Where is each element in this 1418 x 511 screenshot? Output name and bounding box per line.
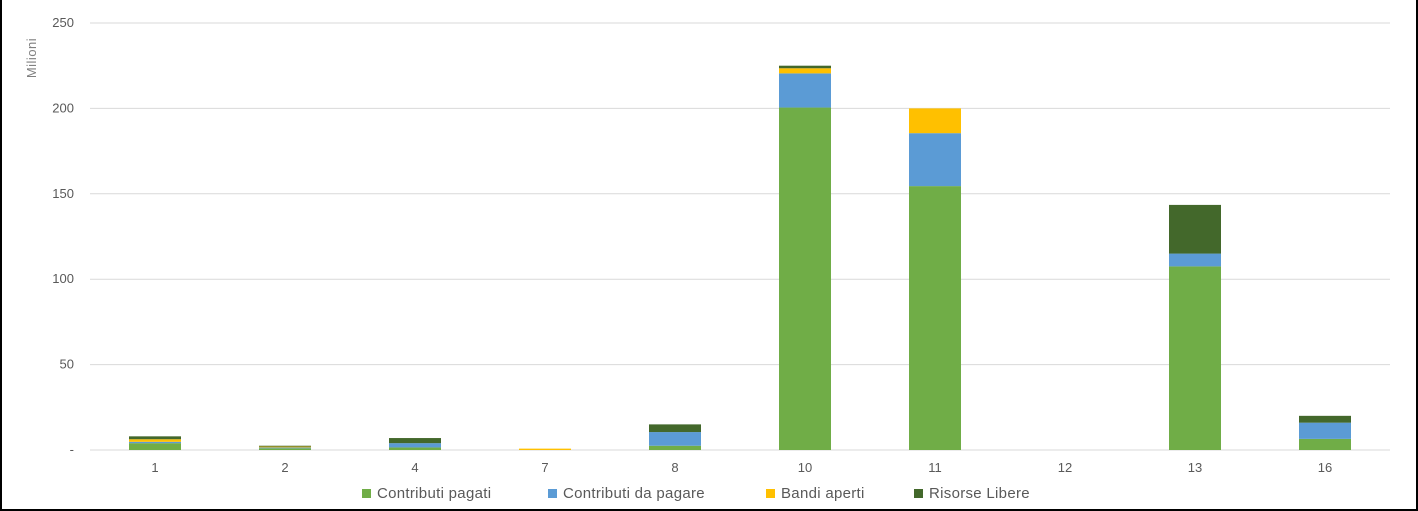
x-tick-label: 4 [411,460,418,475]
bar-13-series-3 [1169,204,1221,254]
bars [129,65,1351,451]
x-tick-label: 1 [151,460,158,475]
bar-2-series-3 [259,445,311,447]
bar-8-series-3 [649,424,701,433]
x-tick-label: 13 [1188,460,1202,475]
y-tick-label: 150 [52,186,74,201]
bar-10-series-1 [779,73,831,108]
bar-7-series-2 [519,448,571,450]
x-tick-label: 11 [928,460,942,475]
bar-1-series-1 [129,441,181,444]
x-tick-label: 10 [798,460,812,475]
x-tick-label: 8 [671,460,678,475]
y-tick-label: 250 [52,15,74,30]
y-tick-label: 100 [52,271,74,286]
bar-8-series-1 [649,432,701,446]
bar-10-series-2 [779,68,831,74]
legend-swatch [548,489,557,498]
bar-2-series-2 [259,446,311,448]
bar-10-series-0 [779,107,831,451]
y-axis-ticks: - 50 100 150 200 250 [52,15,74,457]
x-tick-label: 2 [281,460,288,475]
bar-16-series-3 [1299,415,1351,423]
legend-swatch [766,489,775,498]
bar-4-series-3 [389,438,441,444]
bar-4-series-1 [389,443,441,448]
bar-4-series-0 [389,447,441,450]
bar-10-series-3 [779,65,831,69]
x-tick-label: 16 [1318,460,1332,475]
legend-swatch [362,489,371,498]
bar-1-series-2 [129,439,181,442]
bar-11-series-1 [909,133,961,187]
legend: Contributi pagati Contributi da pagare Ban… [362,485,1030,502]
bar-11-series-0 [909,186,961,450]
bar-13-series-0 [1169,266,1221,450]
y-tick-label: 50 [60,357,74,372]
bar-2-series-1 [259,447,311,449]
legend-label: Contributi pagati [377,485,491,502]
bar-16-series-0 [1299,438,1351,450]
bar-11-series-2 [909,108,961,134]
bar-2-series-0 [259,448,311,450]
x-axis-ticks: 1 2 4 7 8 10 11 12 13 16 [151,460,1332,475]
legend-label: Contributi da pagare [563,485,705,502]
legend-label: Bandi aperti [781,485,865,502]
bar-16-series-1 [1299,422,1351,439]
y-tick-label: - [70,442,74,457]
bar-8-series-0 [649,445,701,450]
bar-1-series-3 [129,436,181,440]
bar-13-series-1 [1169,253,1221,267]
x-tick-label: 12 [1058,460,1072,475]
legend-swatch [914,489,923,498]
y-axis-title: Milioni [24,38,39,78]
bar-1-series-0 [129,443,181,450]
legend-label: Risorse Libere [929,485,1030,502]
y-tick-label: 200 [52,100,74,115]
x-tick-label: 7 [541,460,548,475]
